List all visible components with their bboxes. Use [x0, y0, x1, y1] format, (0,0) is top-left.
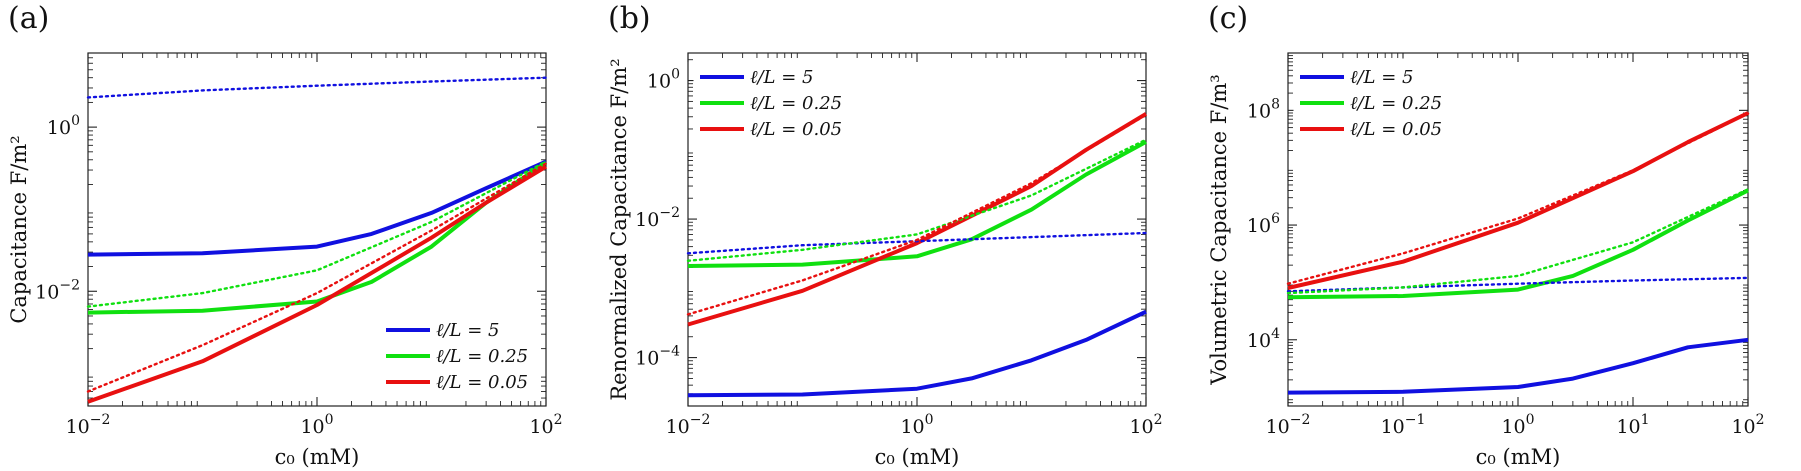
- legend-entry: ℓ/L = 0.05: [1350, 119, 1442, 140]
- y-tick-label: 106: [1247, 211, 1280, 237]
- dotted-series-line-3: [1286, 276, 1750, 293]
- y-tick-label: 10−4: [635, 344, 680, 370]
- y-tick-label: 10−2: [635, 205, 680, 231]
- x-axis-label: c₀ (mM): [1476, 445, 1561, 469]
- y-axis-label: Capacitance F/m²: [7, 135, 31, 323]
- panel-letter: (a): [8, 1, 49, 36]
- legend-entry: ℓ/L = 0.05: [436, 372, 528, 393]
- y-tick-label: 108: [1247, 96, 1280, 122]
- x-tick-label: 101: [1616, 412, 1649, 438]
- x-axis-label: c₀ (mM): [875, 445, 960, 469]
- chart-panel-a: 10−2 100 102 10−2 100 (a) c₀ (mM) Capacitance F…: [7, 1, 563, 469]
- x-tick-label: 10−2: [66, 412, 111, 438]
- dotted-series-line-4: [1286, 188, 1750, 295]
- legend: ℓ/L = 5 ℓ/L = 0.25 ℓ/L = 0.05: [379, 311, 541, 401]
- dotted-series-line-4: [686, 138, 1148, 262]
- legend-entry: ℓ/L = 5: [1350, 67, 1414, 88]
- legend-entry: ℓ/L = 0.05: [750, 119, 842, 140]
- legend-entry: ℓ/L = 0.25: [1350, 93, 1442, 114]
- x-tick-label: 10−1: [1381, 412, 1426, 438]
- series-line-0: [1287, 337, 1749, 395]
- series-line-0: [687, 309, 1147, 398]
- x-tick-label: 100: [900, 412, 933, 438]
- dotted-series-line-5: [686, 113, 1148, 316]
- panel-letter: (c): [1208, 1, 1248, 36]
- dotted-series-line-4: [86, 160, 548, 308]
- x-axis-label: c₀ (mM): [275, 445, 360, 469]
- minor-ticks: [88, 53, 546, 406]
- x-tick-label: 10−2: [666, 412, 711, 438]
- y-tick-label: 100: [647, 67, 680, 93]
- y-tick-label: 100: [47, 113, 80, 139]
- y-tick-label: 104: [1247, 326, 1280, 352]
- legend-entry: ℓ/L = 5: [750, 67, 814, 88]
- x-tick-label: 100: [1501, 412, 1534, 438]
- legend-entry: ℓ/L = 5: [436, 320, 500, 341]
- x-tick-label: 102: [529, 412, 562, 438]
- legend: ℓ/L = 5 ℓ/L = 0.25 ℓ/L = 0.05: [1293, 58, 1455, 148]
- legend-entry: ℓ/L = 0.25: [750, 93, 842, 114]
- dotted-series-line-5: [1286, 112, 1750, 285]
- series-line-2: [1287, 111, 1749, 290]
- y-axis-label: Renormalized Capacitance F/m²: [607, 58, 631, 400]
- x-tick-label: 10−2: [1266, 412, 1311, 438]
- chart-panel-b: 10−2 100 102 10−4 10−2 100 (b) c₀ (mM) Renormali…: [607, 1, 1163, 469]
- x-tick-label: 102: [1129, 412, 1162, 438]
- minor-ticks: [1288, 53, 1748, 406]
- legend-entry: ℓ/L = 0.25: [436, 346, 528, 367]
- x-tick-label: 100: [300, 412, 333, 438]
- dotted-series-line-3: [86, 76, 548, 99]
- x-tick-label: 102: [1731, 412, 1764, 438]
- series-line-1: [87, 160, 548, 315]
- series-line-1: [1287, 188, 1749, 300]
- dotted-series-line-3: [686, 231, 1148, 255]
- y-tick-label: 10−2: [35, 277, 80, 303]
- series-line-1: [687, 140, 1147, 268]
- series-line-0: [87, 159, 547, 257]
- y-axis-label: Volumetric Capacitance F/m³: [1207, 74, 1231, 385]
- chart-panel-c: 10−2 10−1 100 101 102 104 106 108 (c) c₀ (mM) Volu…: [1207, 1, 1765, 469]
- panel-letter: (b): [608, 1, 651, 36]
- legend: ℓ/L = 5 ℓ/L = 0.25 ℓ/L = 0.05: [693, 58, 855, 148]
- series-line-2: [87, 164, 548, 404]
